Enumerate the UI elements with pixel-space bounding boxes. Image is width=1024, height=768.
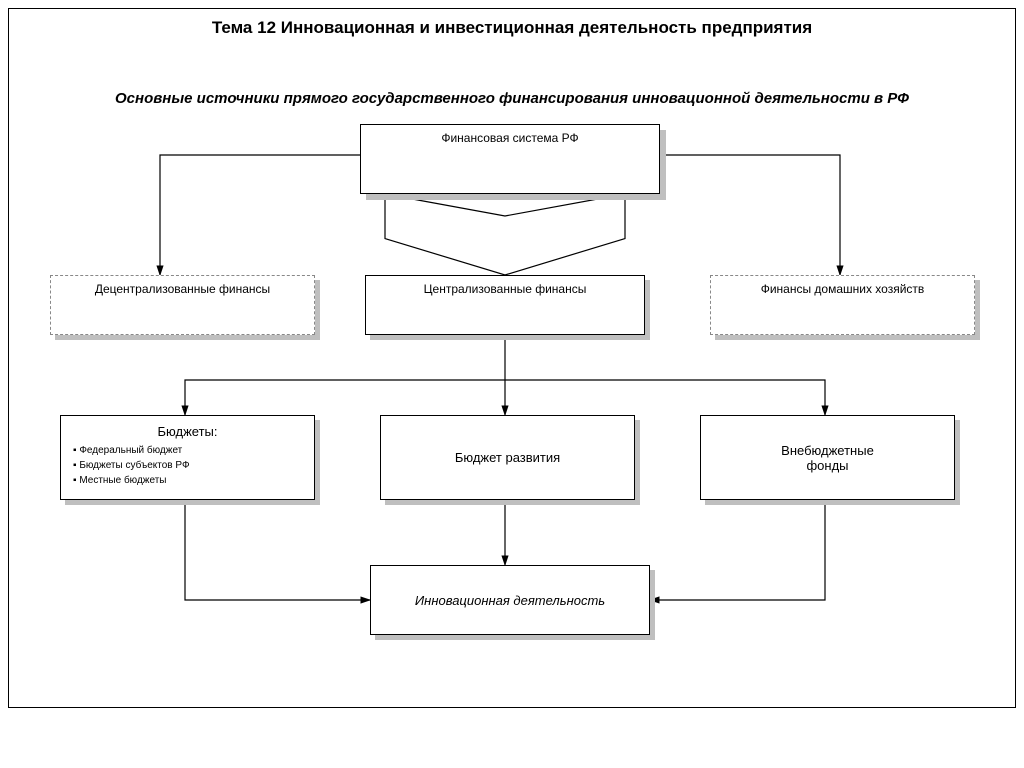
node-box: Централизованные финансы xyxy=(365,275,645,335)
node-label: Централизованные финансы xyxy=(424,282,587,296)
node-label: Инновационная деятельность xyxy=(415,593,605,608)
node-household: Финансы домашних хозяйств xyxy=(710,275,975,335)
node-label: Внебюджетные фонды xyxy=(781,443,874,473)
node-box: Финансовая система РФ xyxy=(360,124,660,194)
list-item: ▪ Местные бюджеты xyxy=(73,473,302,488)
page-title: Тема 12 Инновационная и инвестиционная д… xyxy=(0,18,1024,38)
node-budgets: Бюджеты: ▪ Федеральный бюджет▪ Бюджеты су… xyxy=(60,415,315,500)
node-box: Бюджеты: ▪ Федеральный бюджет▪ Бюджеты су… xyxy=(60,415,315,500)
list-title: Бюджеты: xyxy=(73,424,302,439)
node-box: Финансы домашних хозяйств xyxy=(710,275,975,335)
node-innovation: Инновационная деятельность xyxy=(370,565,650,635)
node-box: Бюджет развития xyxy=(380,415,635,500)
node-box: Децентрализованные финансы xyxy=(50,275,315,335)
node-label: Финансы домашних хозяйств xyxy=(761,282,925,296)
node-decentral: Децентрализованные финансы xyxy=(50,275,315,335)
node-box: Внебюджетные фонды xyxy=(700,415,955,500)
node-label: Финансовая система РФ xyxy=(441,131,578,145)
page-subtitle: Основные источники прямого государственн… xyxy=(0,90,1024,107)
node-label: Децентрализованные финансы xyxy=(95,282,270,296)
node-fin_system: Финансовая система РФ xyxy=(360,124,660,194)
node-dev_budget: Бюджет развития xyxy=(380,415,635,500)
node-central: Централизованные финансы xyxy=(365,275,645,335)
list-item: ▪ Бюджеты субъектов РФ xyxy=(73,458,302,473)
list-item: ▪ Федеральный бюджет xyxy=(73,443,302,458)
node-extra_funds: Внебюджетные фонды xyxy=(700,415,955,500)
node-box: Инновационная деятельность xyxy=(370,565,650,635)
node-label: Бюджет развития xyxy=(455,450,560,465)
